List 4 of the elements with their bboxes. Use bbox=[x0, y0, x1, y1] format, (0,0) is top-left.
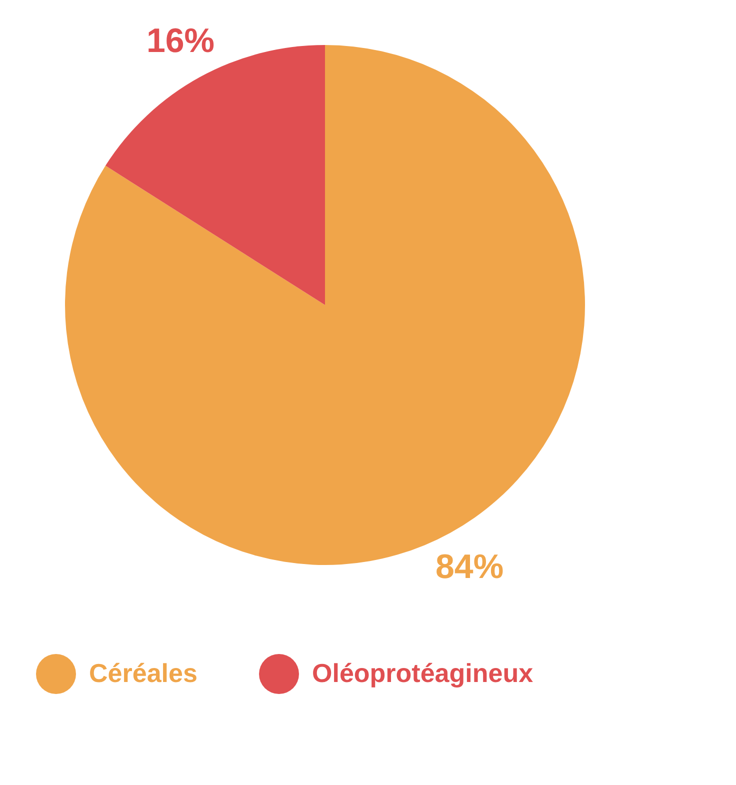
legend-label: Céréales bbox=[89, 658, 198, 688]
data-label: 16% bbox=[146, 22, 215, 60]
data-label: 84% bbox=[435, 548, 504, 586]
legend-label: Oléoprotéagineux bbox=[312, 658, 534, 688]
